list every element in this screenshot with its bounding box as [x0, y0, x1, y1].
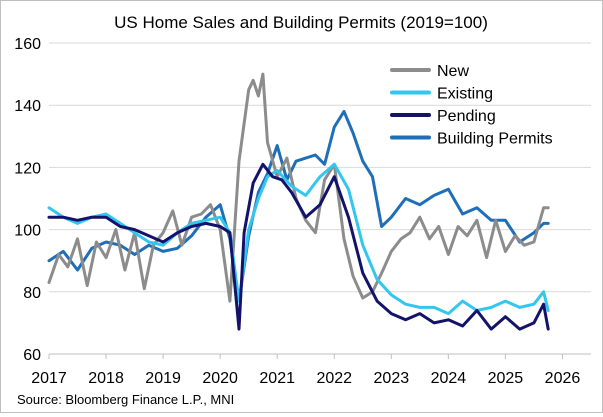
series-line-new: [47, 72, 550, 303]
x-tick-label: 2025: [488, 370, 524, 387]
x-tick-label: 2026: [545, 370, 581, 387]
series-line-building-permits: [47, 109, 550, 303]
series-line-existing: [47, 162, 550, 316]
legend: New Existing Pending Building Permits: [390, 63, 553, 148]
x-tick-label: 2020: [202, 370, 238, 387]
series-lines: [47, 72, 550, 331]
y-tick-label: 120: [14, 160, 41, 177]
gridlines: [49, 42, 591, 293]
x-tick-label: 2018: [88, 370, 124, 387]
x-tick-label: 2024: [431, 370, 467, 387]
chart-title: US Home Sales and Building Permits (2019…: [114, 13, 488, 32]
y-tick-label: 160: [14, 36, 41, 53]
legend-label-new: New: [437, 63, 469, 80]
y-axis-tick-labels: 60 80 100 120 140 160: [14, 36, 41, 364]
y-tick-label: 60: [23, 347, 41, 364]
x-tick-label: 2021: [259, 370, 295, 387]
x-tick-label: 2023: [374, 370, 410, 387]
x-axis-tick-labels: 2017 2018 2019 2020 2021 2022 2023 2024 2025 2026: [31, 354, 580, 387]
x-tick-label: 2019: [145, 370, 181, 387]
legend-label-existing: Existing: [437, 86, 493, 103]
y-tick-label: 80: [23, 285, 41, 302]
y-tick-label: 100: [14, 223, 41, 240]
x-tick-label: 2022: [316, 370, 352, 387]
series-line-pending: [47, 162, 550, 331]
y-tick-label: 140: [14, 98, 41, 115]
legend-label-pending: Pending: [437, 108, 496, 125]
legend-label-building-permits: Building Permits: [437, 131, 553, 148]
x-tick-label: 2017: [31, 370, 67, 387]
source-note: Source: Bloomberg Finance L.P., MNI: [17, 392, 234, 407]
